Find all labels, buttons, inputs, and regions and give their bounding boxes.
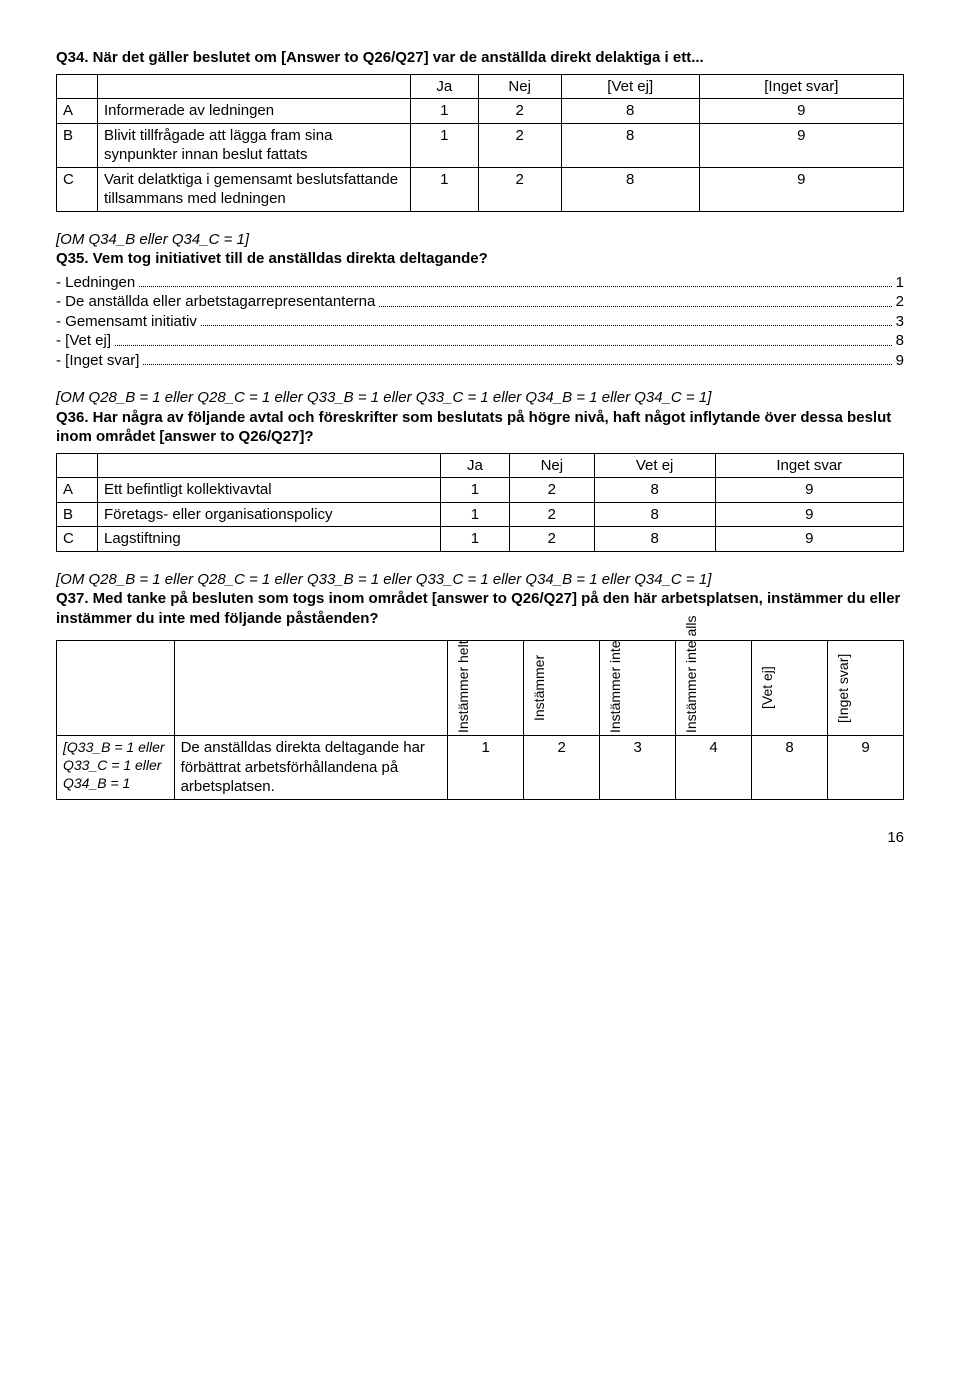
list-item: - [Inget svar]9	[56, 351, 904, 371]
q37-header-1: Instämmer helt	[454, 643, 472, 733]
q34-header-inget: [Inget svar]	[699, 74, 903, 99]
table-row: B Blivit tillfrågade att lägga fram sina…	[57, 123, 904, 167]
q34-header-ja: Ja	[411, 74, 479, 99]
q37-row-condition: [Q33_B = 1 eller Q33_C = 1 eller Q34_B =…	[57, 736, 175, 800]
q37-table: Instämmer helt Instämmer Instämmer inte …	[56, 640, 904, 800]
q36-condition: [OM Q28_B = 1 eller Q28_C = 1 eller Q33_…	[56, 388, 904, 408]
q37-header-6: [Inget svar]	[834, 643, 852, 733]
q36-table: Ja Nej Vet ej Inget svar A Ett befintlig…	[56, 453, 904, 552]
table-row: B Företags- eller organisationspolicy 1 …	[57, 502, 904, 527]
q37-header-5: [Vet ej]	[758, 643, 776, 733]
q37-header-2: Instämmer	[530, 643, 548, 733]
list-item: - [Vet ej]8	[56, 331, 904, 351]
table-row: [Q33_B = 1 eller Q33_C = 1 eller Q34_B =…	[57, 736, 904, 800]
list-item: - De anställda eller arbetstagarrepresen…	[56, 292, 904, 312]
list-item: - Ledningen1	[56, 273, 904, 293]
q35-options: - Ledningen1 - De anställda eller arbets…	[56, 273, 904, 371]
q37-header-4: Instämmer inte alls	[682, 643, 700, 733]
q35-condition: [OM Q34_B eller Q34_C = 1]	[56, 230, 904, 250]
q36-header-inget: Inget svar	[715, 453, 904, 478]
q37-header-3: Instämmer inte	[606, 643, 624, 733]
q37-condition: [OM Q28_B = 1 eller Q28_C = 1 eller Q33_…	[56, 570, 904, 590]
q35-title: Q35. Vem tog initiativet till de anställ…	[56, 249, 904, 269]
q36-header-ja: Ja	[441, 453, 510, 478]
table-row: C Varit delatktiga i gemensamt beslutsfa…	[57, 167, 904, 211]
q36-header-vetej: Vet ej	[594, 453, 715, 478]
q34-header-nej: Nej	[478, 74, 561, 99]
table-row: C Lagstiftning 1 2 8 9	[57, 527, 904, 552]
q36-title: Q36. Har några av följande avtal och för…	[56, 408, 904, 447]
q36-header-nej: Nej	[509, 453, 594, 478]
q37-row-label: De anställdas direkta deltagande har för…	[174, 736, 448, 800]
list-item: - Gemensamt initiativ3	[56, 312, 904, 332]
q37-title: Q37. Med tanke på besluten som togs inom…	[56, 589, 904, 628]
page-number: 16	[56, 828, 904, 848]
table-row: A Ett befintligt kollektivavtal 1 2 8 9	[57, 478, 904, 503]
q34-table: Ja Nej [Vet ej] [Inget svar] A Informera…	[56, 74, 904, 212]
q34-header-vetej: [Vet ej]	[561, 74, 699, 99]
q34-title: Q34. När det gäller beslutet om [Answer …	[56, 48, 904, 68]
table-row: A Informerade av ledningen 1 2 8 9	[57, 99, 904, 124]
